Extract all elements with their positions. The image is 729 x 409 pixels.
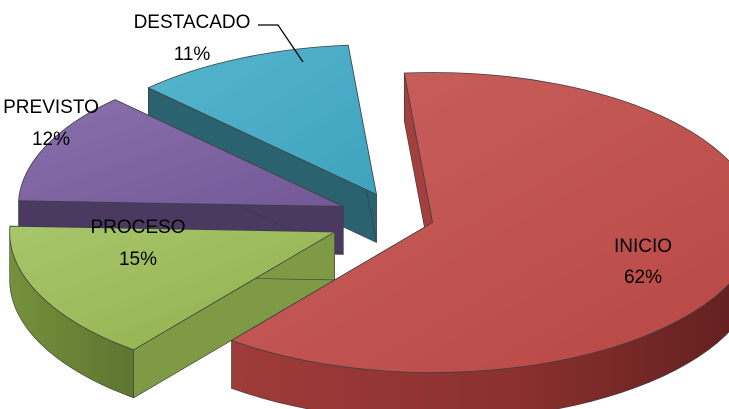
slice-top-proceso [9, 225, 337, 351]
slice-inicio [230, 72, 729, 409]
slice-top-inicio [230, 72, 729, 373]
label-inicio: INICIO [614, 236, 672, 257]
label-value-proceso: 15% [119, 249, 157, 270]
slice-proceso [9, 225, 337, 399]
label-proceso: PROCESO [90, 217, 185, 238]
pie-slices [9, 44, 729, 409]
label-value-destacado: 11% [174, 44, 211, 65]
slice-top-previsto [18, 99, 344, 207]
slice-previsto [18, 99, 344, 255]
slice-top-destacado [147, 44, 378, 196]
label-previsto: PREVISTO [3, 97, 99, 118]
label-value-inicio: 62% [624, 267, 662, 288]
leader-line-destacado [258, 24, 304, 63]
label-value-previsto: 12% [32, 129, 70, 150]
label-destacado: DESTACADO [134, 12, 251, 33]
pie-labels: INICIO 62% PROCESO 15% PREVISTO 12% DESTACADO 1… [3, 12, 672, 288]
